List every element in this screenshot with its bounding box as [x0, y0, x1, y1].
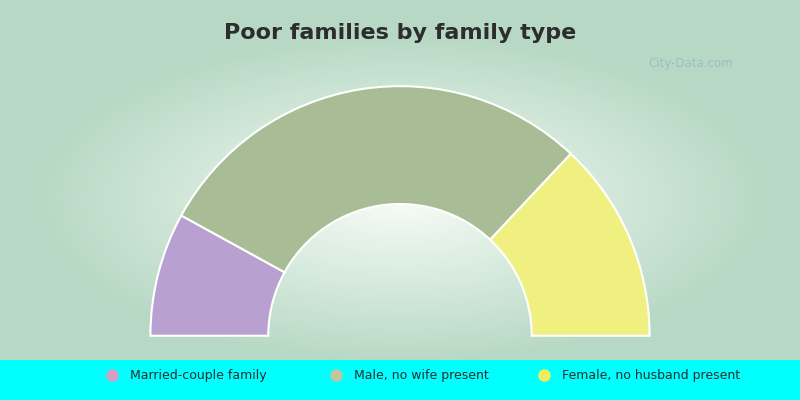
Text: Married-couple family: Married-couple family [130, 368, 266, 382]
Text: Male, no wife present: Male, no wife present [354, 368, 488, 382]
Text: Poor families by family type: Poor families by family type [224, 23, 576, 43]
Wedge shape [490, 154, 650, 336]
Wedge shape [150, 216, 285, 336]
Wedge shape [182, 86, 571, 272]
Text: City-Data.com: City-Data.com [648, 57, 733, 70]
Text: Female, no husband present: Female, no husband present [562, 368, 740, 382]
